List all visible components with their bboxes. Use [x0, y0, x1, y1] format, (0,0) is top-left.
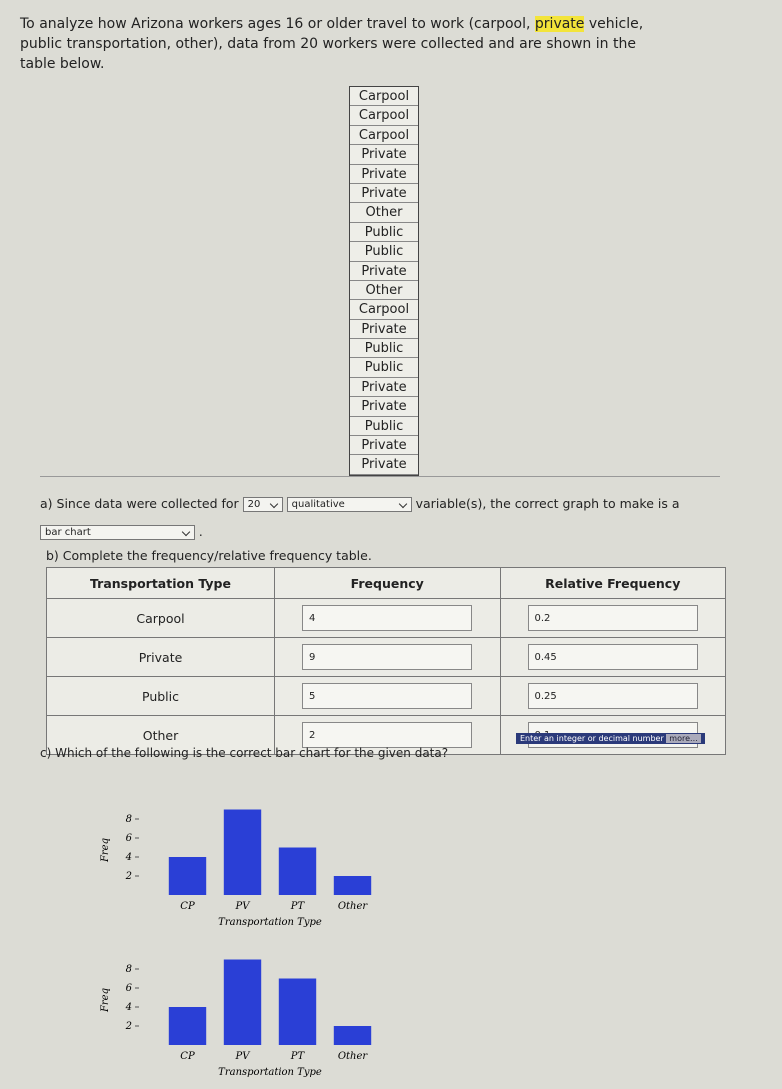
answer-input[interactable]: 4 — [302, 605, 472, 631]
x-tick-label: Other — [338, 901, 369, 912]
dropdown[interactable]: bar chart — [40, 525, 195, 540]
y-tick-label: 8 — [126, 814, 132, 825]
bar — [223, 809, 262, 895]
hint: Enter an integer or decimal number more.… — [516, 733, 705, 744]
bar — [333, 876, 372, 895]
bar — [333, 1026, 372, 1045]
table-cell: Public — [46, 676, 275, 716]
list-item: Other — [350, 203, 418, 223]
table-cell: 2 — [274, 715, 501, 755]
list-item: Private — [350, 262, 418, 281]
list-item: Public — [350, 358, 418, 378]
text: variable(s), the correct graph to make i… — [415, 496, 680, 511]
x-tick-label: PV — [235, 1051, 252, 1062]
bar — [278, 847, 317, 895]
type-label: Carpool — [136, 610, 185, 626]
answer-input[interactable]: 0.45 — [527, 644, 698, 670]
list-item: Carpool — [350, 126, 418, 146]
part-b-prompt: b) Complete the frequency/relative frequ… — [46, 548, 372, 563]
y-tick-label: 4 — [125, 852, 132, 863]
list-item: Public — [350, 242, 418, 262]
table-cell: Carpool — [46, 598, 275, 638]
header-cell: Relative Frequency — [499, 567, 726, 599]
x-tick-label: Other — [338, 1051, 369, 1062]
intro: To analyze how Arizona workers ages 16 o… — [20, 14, 660, 74]
x-axis-label: Transportation Type — [218, 1067, 322, 1078]
text: . — [198, 525, 203, 539]
list-item: Public — [350, 223, 418, 243]
hint-text: Enter an integer or decimal number — [520, 734, 664, 743]
x-tick-label: PT — [290, 901, 306, 912]
y-axis-label: Freq — [100, 988, 111, 1013]
y-tick-label: 8 — [126, 964, 132, 975]
part-a: a) Since data were collected for 20 qual… — [40, 496, 680, 512]
type-label: Other — [142, 727, 179, 743]
chart-option[interactable]: Freq 2 4 6 8 CP PV PT Other Transportation Type — [90, 945, 390, 1085]
frequency-table: Transportation Type Frequency Relative Fre… — [46, 567, 726, 755]
list-item: Private — [350, 397, 418, 417]
list-item: Private — [350, 320, 418, 340]
list-item: Private — [350, 165, 418, 184]
list-item: Private — [350, 455, 418, 475]
list-item: Public — [350, 339, 418, 359]
y-tick-label: 2 — [125, 1021, 132, 1032]
answer-input[interactable]: 0.2 — [527, 605, 698, 631]
list-item: Private — [350, 145, 418, 165]
answer-input[interactable]: 9 — [302, 644, 472, 670]
intro-highlight: private — [534, 16, 585, 32]
table-cell: 0.2 — [499, 598, 726, 638]
y-tick-label: 6 — [126, 833, 133, 844]
table-cell: 4 — [274, 598, 501, 638]
header-cell: Frequency — [274, 567, 501, 599]
intro-text: vehicle, public transportation, other), … — [20, 16, 644, 72]
answer-input[interactable]: 5 — [302, 683, 472, 709]
table-row: Carpool 4 0.2 — [46, 598, 726, 638]
header-cell: Transportation Type — [46, 567, 275, 599]
x-tick-label: CP — [180, 1051, 195, 1062]
bar — [168, 1007, 207, 1045]
list-item: Carpool — [350, 300, 418, 320]
table-cell: 9 — [274, 637, 501, 677]
list-item: Private — [350, 184, 418, 204]
list-item: Private — [350, 378, 418, 398]
table-row: Private 9 0.45 — [46, 637, 726, 677]
table-row: Public 5 0.25 — [46, 676, 726, 716]
list-item: Private — [350, 436, 418, 456]
table-cell: 5 — [274, 676, 501, 716]
chart-option[interactable]: Freq 2 4 6 8 CP PV PT Other Transportation Type — [90, 795, 390, 940]
y-axis-label: Freq — [100, 838, 111, 863]
y-tick-label: 2 — [125, 871, 132, 882]
type-label: Private — [138, 649, 183, 665]
table-cell: Other — [46, 715, 275, 755]
part-a-line2: bar chart . — [40, 525, 203, 540]
bar — [223, 959, 262, 1045]
answer-input[interactable]: 0.25 — [527, 683, 698, 709]
data-list: Carpool Carpool Carpool Private Private Priva… — [349, 86, 419, 476]
bar — [168, 857, 207, 895]
bar — [278, 978, 317, 1045]
table-cell: Private — [46, 637, 275, 677]
x-tick-label: CP — [180, 901, 195, 912]
x-axis-label: Transportation Type — [218, 917, 322, 928]
table-cell: 0.25 — [499, 676, 726, 716]
y-tick-label: 4 — [125, 1002, 132, 1013]
list-item: Carpool — [350, 106, 418, 126]
part-c-prompt: c) Which of the following is the correct… — [40, 746, 449, 760]
x-tick-label: PT — [290, 1051, 306, 1062]
y-tick-label: 6 — [126, 983, 133, 994]
list-item: Other — [350, 281, 418, 301]
answer-input[interactable]: 2 — [302, 722, 472, 748]
table-cell: 0.45 — [499, 637, 726, 677]
list-item: Public — [350, 417, 418, 437]
x-tick-label: PV — [235, 901, 252, 912]
list-item: Carpool — [350, 87, 418, 107]
more-link[interactable]: more... — [666, 734, 701, 743]
divider — [40, 476, 720, 477]
intro-text: To analyze how Arizona workers ages 16 o… — [20, 16, 531, 32]
text: a) Since data were collected for — [40, 496, 239, 511]
dropdown[interactable]: 20 — [242, 497, 283, 512]
type-label: Public — [142, 688, 179, 704]
dropdown[interactable]: qualitative — [286, 497, 412, 512]
